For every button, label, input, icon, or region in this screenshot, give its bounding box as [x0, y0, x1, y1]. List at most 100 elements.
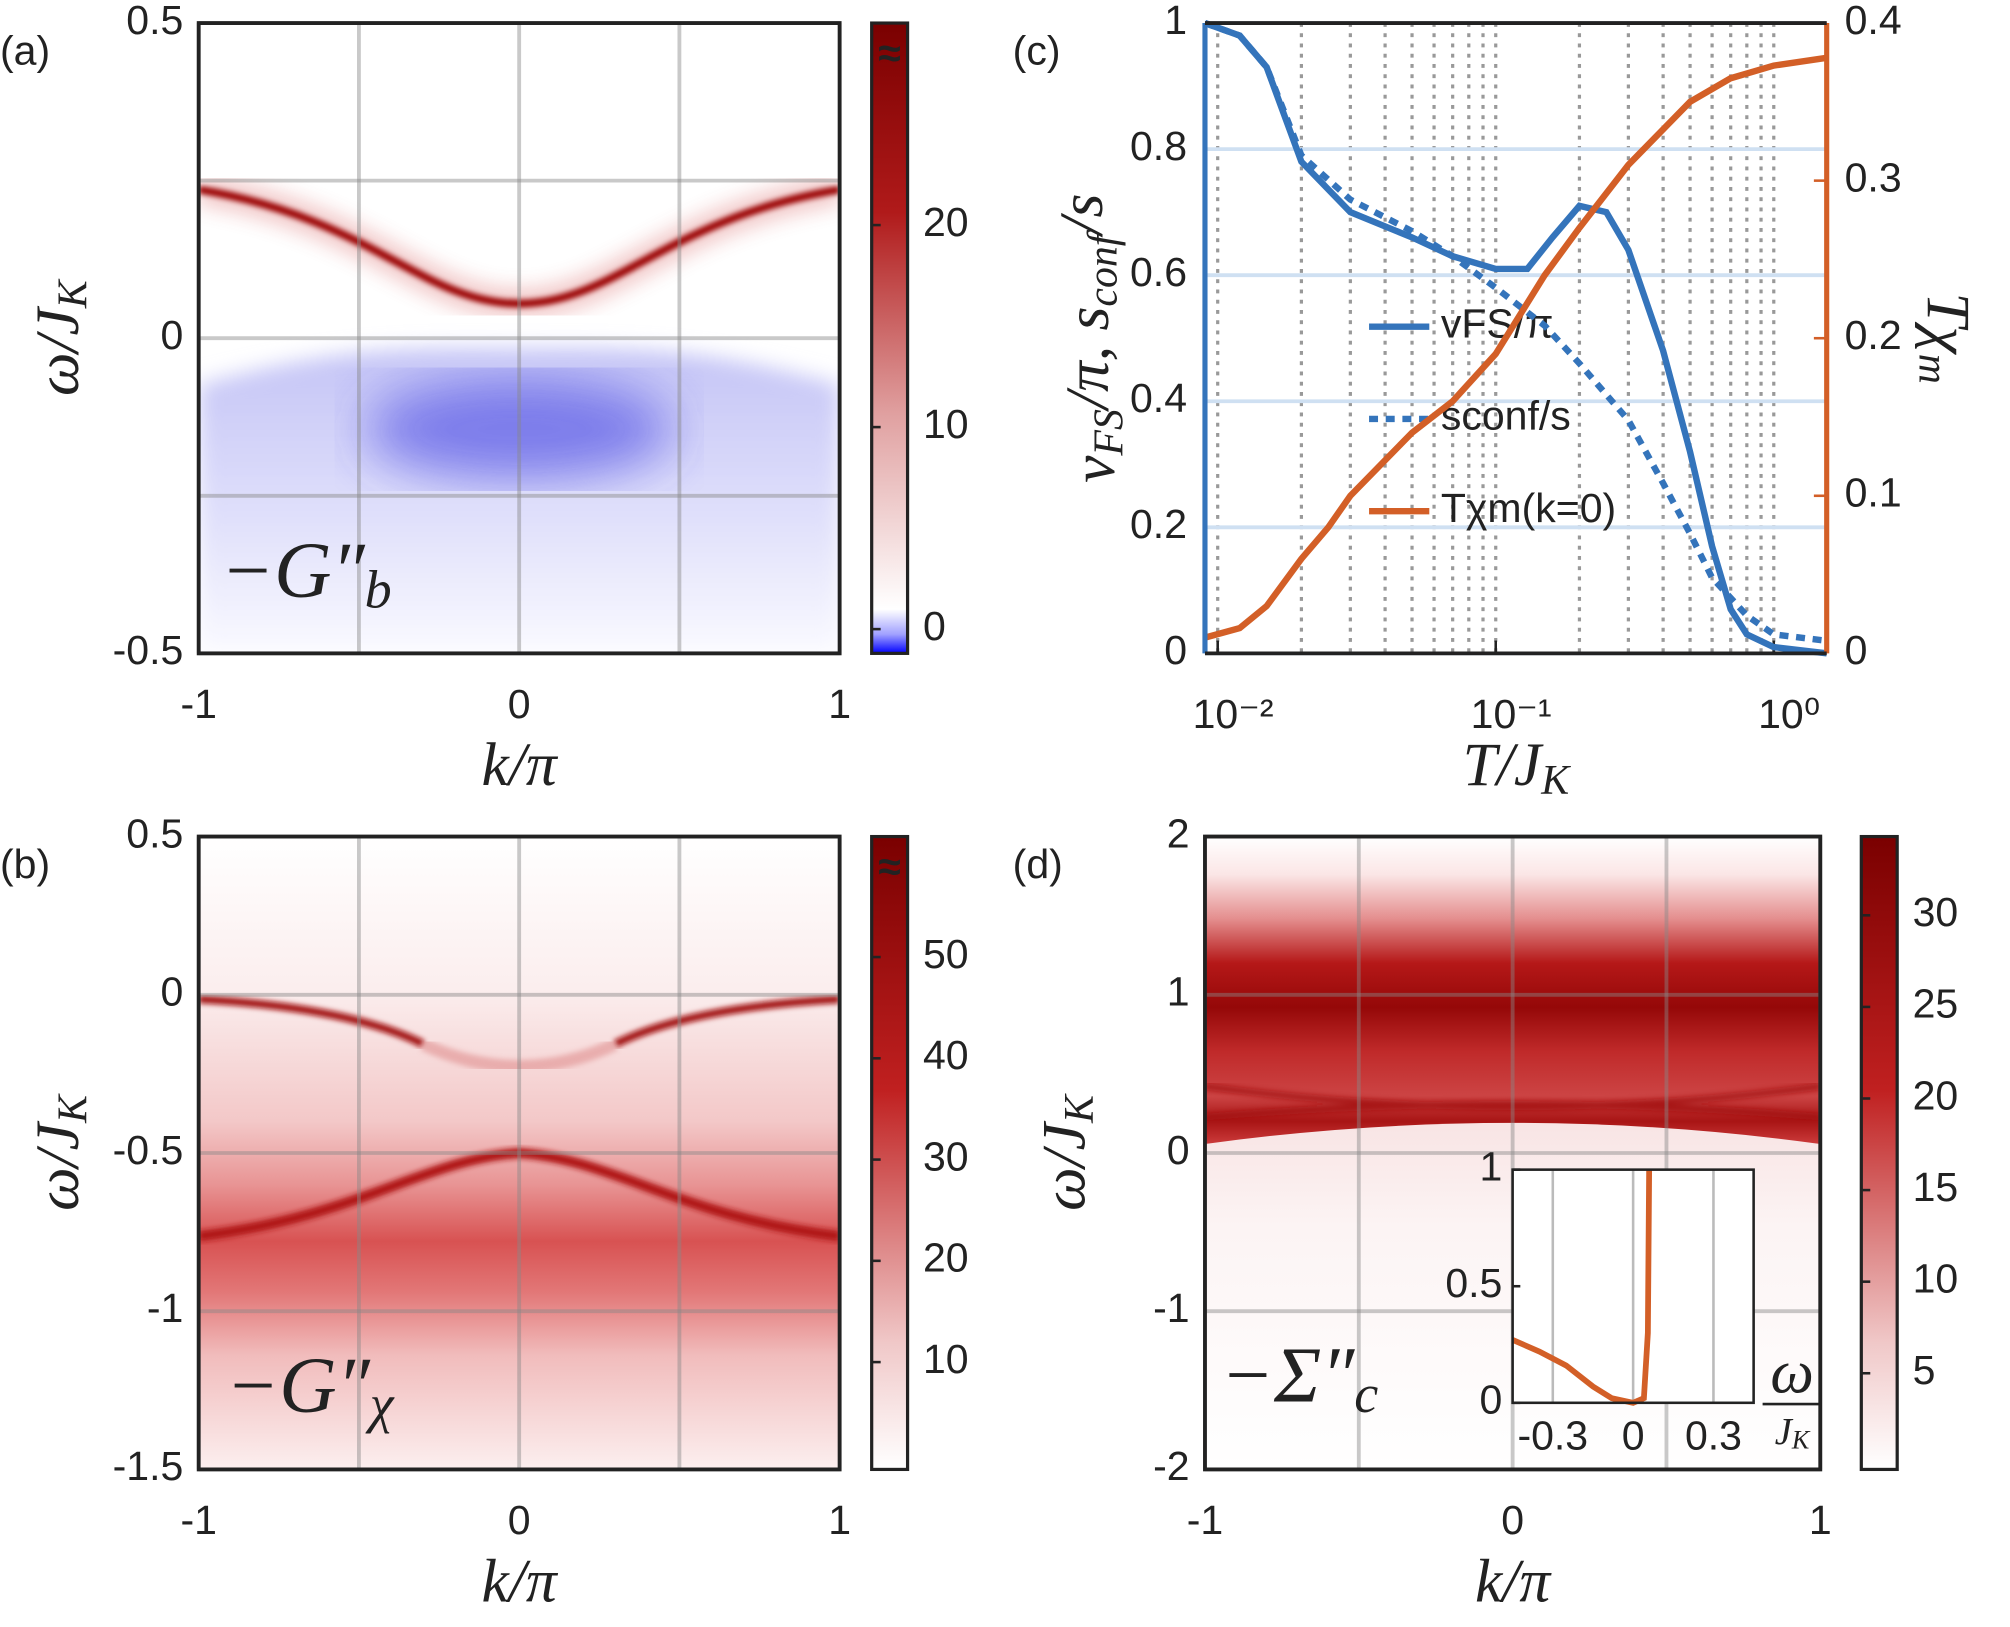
colorbar — [1859, 834, 1899, 1472]
y-axis-label: ω/JK — [24, 1093, 96, 1211]
x-tick-label: -1 — [180, 1497, 216, 1543]
inset-x-tick-label: 0 — [1622, 1413, 1645, 1459]
series-line — [1203, 20, 1828, 644]
y-axis-label: ω/JK — [1030, 1093, 1102, 1211]
y2-tick-label: 0.4 — [1845, 0, 1902, 43]
x-tick-label: 0 — [508, 681, 531, 727]
y-axis-label: vFS/π, sconf/s — [1048, 194, 1132, 483]
colorbar-tick-label: 30 — [923, 1133, 969, 1179]
y2-tick-label: 0.1 — [1845, 470, 1902, 516]
annotation-part: −Σ″ — [1220, 1332, 1355, 1420]
x-axis-label-part: k/π — [482, 731, 559, 799]
y-tick-label: 0 — [1167, 1127, 1190, 1173]
y-tick-label: -0.5 — [113, 1127, 184, 1173]
x-axis-label: k/π — [482, 731, 559, 799]
y-axis-label-part: /s — [1048, 194, 1116, 238]
inset-x-tick-label: 0.3 — [1685, 1413, 1742, 1459]
x-axis-label: k/π — [1475, 1547, 1552, 1615]
colorbar-tick-label: 50 — [923, 931, 969, 977]
x-axis-label: k/π — [482, 1547, 559, 1615]
colorbar-tick-label: 0 — [923, 603, 946, 649]
x-tick-label: 1 — [1809, 1497, 1832, 1543]
annotation-sub: b — [365, 560, 392, 620]
inset-y-tick-label: 0.5 — [1445, 1260, 1502, 1306]
y-tick-label: 0.6 — [1130, 249, 1187, 295]
axes-frame — [196, 21, 842, 656]
colorbar-tick-label: 10 — [923, 401, 969, 447]
y-tick-label: 0.2 — [1130, 501, 1187, 547]
inset-frame — [1511, 1168, 1755, 1405]
y-axis-label-part: ω/J — [24, 306, 92, 396]
inset-line — [1511, 1169, 1653, 1406]
panel-label: (b) — [0, 841, 50, 887]
annotation-sub: χ — [365, 1374, 395, 1434]
y-axis-label-sub: K — [50, 278, 96, 309]
colorbar — [870, 21, 910, 655]
y-tick-label: 0 — [1164, 627, 1187, 673]
y-tick-label: 0 — [160, 969, 183, 1015]
y-tick-label: -1.5 — [113, 1443, 184, 1489]
y-tick-label: 2 — [1167, 810, 1190, 856]
x-tick-label: 10⁻² — [1193, 691, 1274, 737]
y-tick-label: 0.5 — [126, 0, 183, 43]
y2-tick-label: 0.3 — [1845, 154, 1902, 200]
y-tick-label: 0.8 — [1130, 123, 1187, 169]
panel-label: (c) — [1013, 28, 1061, 74]
x-axis-label-sub: K — [1540, 757, 1571, 803]
colorbar-tick-label: 25 — [1913, 981, 1959, 1027]
heatmap-a — [198, 23, 840, 654]
y-tick-label: 1 — [1167, 969, 1190, 1015]
y-tick-label: -1 — [1153, 1285, 1189, 1331]
x-tick-label: 1 — [828, 1497, 851, 1543]
y2-tick-label: 0 — [1845, 627, 1868, 673]
inset-x-tick-label: -0.3 — [1517, 1413, 1588, 1459]
inset-x-label-numerator: ω — [1770, 1339, 1813, 1407]
y-tick-label: -0.5 — [113, 627, 184, 673]
inset-y-tick-label: 0 — [1480, 1377, 1503, 1423]
colorbar — [870, 834, 910, 1472]
legend-label: Tχm(k=0) — [1441, 485, 1616, 531]
colorbar-tick-label: 40 — [923, 1032, 969, 1078]
annotation-part: −G″ — [220, 527, 365, 615]
colorbar-tick-label: 5 — [1913, 1347, 1936, 1393]
y-axis-label-part: ω/J — [1030, 1120, 1098, 1210]
colorbar-tick-label: 20 — [923, 1235, 969, 1281]
axes-frame — [1203, 834, 1823, 1472]
y-tick-label: -2 — [1153, 1443, 1189, 1489]
y-axis-label: ω/JK — [24, 278, 96, 396]
annotation: −Σ″c — [1220, 1332, 1378, 1424]
legend-label: vFS/π — [1441, 301, 1554, 347]
colorbar-tick-label: 10 — [923, 1336, 969, 1382]
annotation-part: −G″ — [226, 1342, 371, 1430]
y2-axis-label-sub: m — [1910, 354, 1956, 384]
y-tick-label: 1 — [1164, 0, 1187, 43]
colorbar-break: ≈ — [878, 844, 901, 890]
x-tick-label: 10⁰ — [1758, 691, 1820, 737]
inset-y-tick-label: 1 — [1480, 1143, 1503, 1189]
y-axis-label-sub: K — [50, 1093, 96, 1124]
inset-x-label-denominator-part: J — [1775, 1411, 1794, 1453]
x-axis-label-part: k/π — [1475, 1547, 1552, 1615]
annotation: −G″b — [220, 527, 391, 619]
colorbar-tick-label: 10 — [1913, 1256, 1959, 1302]
colorbar-tick-label: 20 — [923, 199, 969, 245]
y-tick-label: 0.4 — [1130, 375, 1187, 421]
colorbar-tick-label: 20 — [1913, 1072, 1959, 1118]
x-tick-label: -1 — [1187, 1497, 1223, 1543]
legend-label: sconf/s — [1441, 393, 1571, 439]
x-tick-label: 1 — [828, 681, 851, 727]
y-axis-label-part: v — [1060, 455, 1128, 483]
x-axis-label: T/JK — [1463, 731, 1572, 803]
y2-axis-label: Tχm — [1910, 292, 1982, 383]
panel-label: (d) — [1013, 841, 1063, 887]
colorbar-tick-label: 15 — [1913, 1164, 1959, 1210]
y-axis-label-sub: K — [1057, 1093, 1103, 1124]
y2-axis-label-part: Tχ — [1914, 292, 1982, 355]
y-axis-label-sub: conf — [1080, 229, 1126, 306]
y-tick-label: -1 — [147, 1285, 183, 1331]
y-axis-label-sub: FS — [1086, 409, 1132, 457]
panel-label: (a) — [0, 28, 50, 74]
y-axis-label-part: /π, s — [1054, 307, 1122, 413]
